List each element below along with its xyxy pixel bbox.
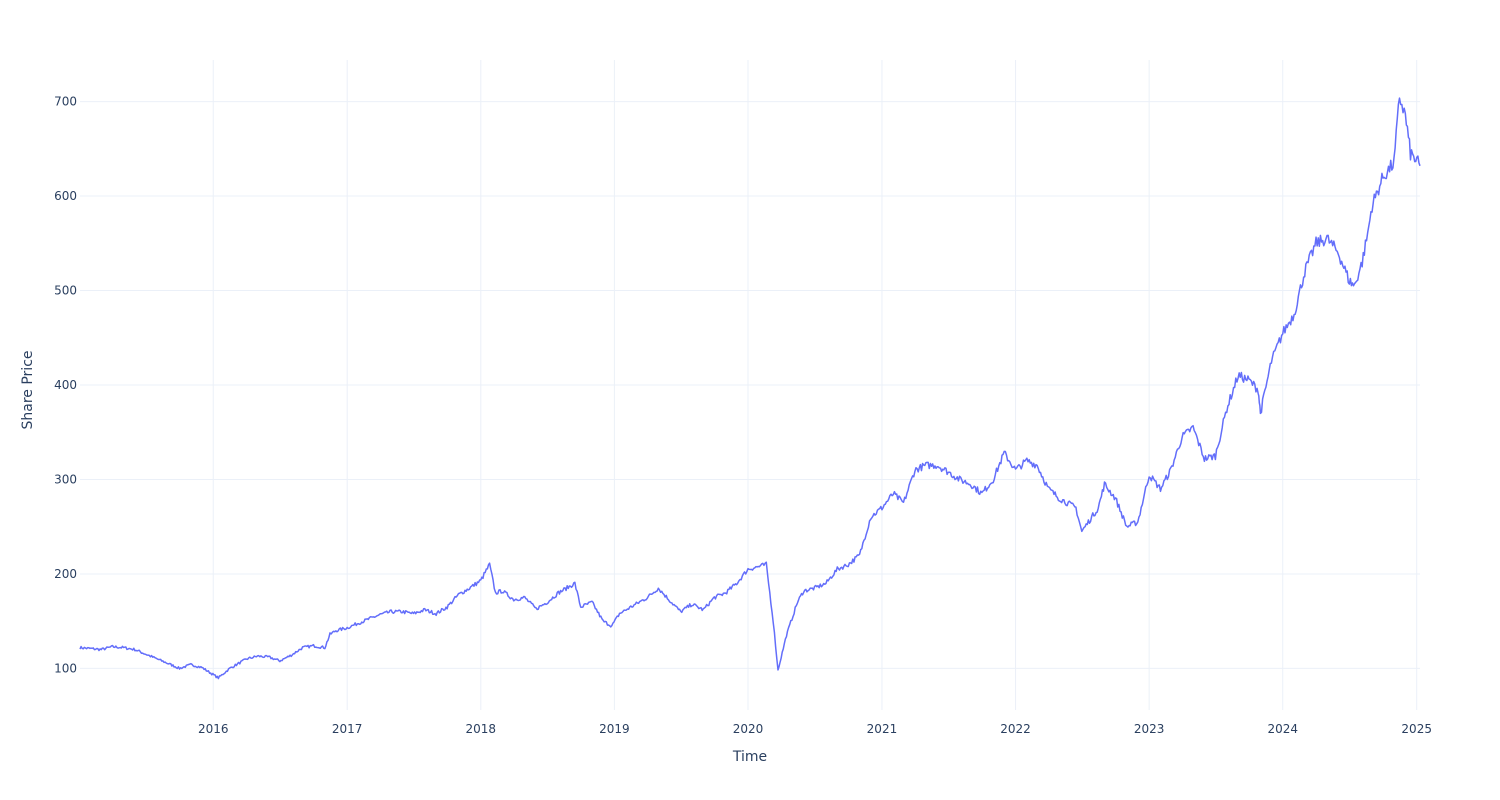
x-tick-label: 2023 (1134, 722, 1165, 736)
y-tick-label: 300 (54, 472, 77, 486)
x-tick-label: 2020 (733, 722, 764, 736)
y-axis-title: Share Price (20, 350, 36, 429)
x-tick-label: 2018 (466, 722, 497, 736)
x-tick-label: 2017 (332, 722, 363, 736)
x-tick-label: 2022 (1000, 722, 1031, 736)
x-tick-label: 2025 (1401, 722, 1432, 736)
series-layer (79, 97, 1421, 680)
x-axis-title: Time (732, 749, 767, 765)
y-tick-label: 100 (54, 661, 77, 675)
y-tick-label: 700 (54, 95, 77, 109)
y-tick-label: 600 (54, 189, 77, 203)
y-tick-label: 500 (54, 284, 77, 298)
x-tick-label: 2016 (198, 722, 229, 736)
grid (80, 60, 1420, 710)
tick-labels: 2016 2017 2018 2019 2020 2021 2022 2023 2024 2025… (54, 95, 1432, 736)
x-tick-label: 2024 (1267, 722, 1298, 736)
x-tick-label: 2021 (867, 722, 898, 736)
y-tick-label: 200 (54, 567, 77, 581)
y-tick-label: 400 (54, 378, 77, 392)
x-tick-label: 2019 (599, 722, 630, 736)
series-line-0 (79, 97, 1421, 680)
